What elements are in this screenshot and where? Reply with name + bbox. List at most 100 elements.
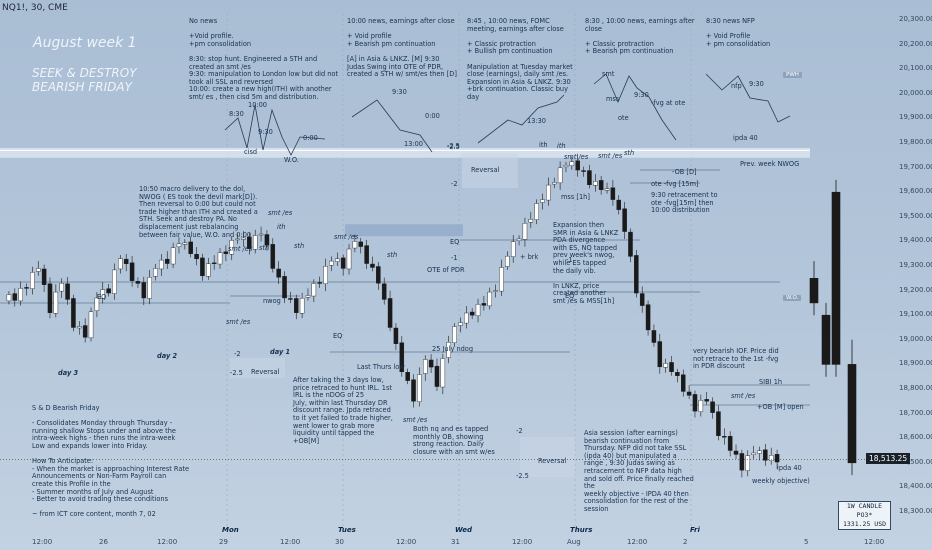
- weekly-body-0: [809, 277, 819, 304]
- time-tick-1: 26: [99, 538, 108, 546]
- sketch-1: [224, 104, 326, 156]
- time-tick-12: 5: [804, 538, 809, 546]
- sketch-label-s1-5: W.O.: [284, 156, 299, 164]
- sketch-label-s5-2: ipda 40: [733, 134, 758, 142]
- price-tick-18: 18,500.00: [899, 457, 932, 466]
- ith-label-1: ith: [277, 223, 286, 231]
- price-tick-4: 19,900.00: [899, 113, 932, 122]
- candle-body-34: [206, 263, 211, 277]
- day-tick-0: Mon: [222, 526, 239, 534]
- eq-label-3: EQ: [565, 292, 575, 300]
- sketch-label-s4-1: mss: [606, 95, 620, 103]
- candle-body-111: [657, 341, 663, 368]
- candle-body-95: [563, 164, 569, 168]
- price-tick-17: 18,600.00: [899, 433, 932, 442]
- candle-body-81: [481, 303, 487, 306]
- candle-body-43: [258, 233, 264, 236]
- candle-body-47: [282, 276, 287, 299]
- current-price-badge: 18,513.25: [866, 453, 911, 464]
- candle-body-21: [129, 262, 135, 281]
- candle-body-8: [53, 291, 59, 314]
- sketch-label-s2-1: 0:00: [425, 112, 440, 120]
- eq-label-1: EQ: [97, 293, 107, 301]
- candle-body-41: [247, 236, 252, 249]
- candle-body-51: [305, 295, 311, 298]
- candle-body-58: [346, 248, 352, 270]
- nwog-label: nwog: [263, 297, 281, 305]
- candle-body-108: [639, 293, 645, 306]
- wo-tag: W.O.: [783, 295, 802, 301]
- candle-body-56: [335, 258, 340, 262]
- price-tick-13: 19,000.00: [899, 334, 932, 343]
- smt-es-label-4: smt /es: [403, 416, 428, 424]
- candle-body-86: [510, 241, 516, 257]
- summary-annotation: S & D Bearish Friday - Consolidates Mond…: [32, 404, 190, 519]
- candle-body-36: [217, 252, 223, 265]
- weekly-candle-range: 1331.25 USD: [842, 520, 887, 528]
- ndog-label: 25 July ndog: [432, 345, 474, 353]
- time-tick-4: 12:00: [280, 538, 301, 546]
- candle-body-80: [475, 304, 481, 316]
- day1-label: day 1: [270, 348, 291, 356]
- candle-body-27: [164, 258, 170, 264]
- candle-body-4: [30, 272, 35, 289]
- candle-body-42: [252, 235, 258, 250]
- profile-title: SEEK & DESTROY: [32, 66, 137, 80]
- candle-body-64: [381, 283, 387, 300]
- after-three-days-annotation: After taking the 3 days low, price retra…: [293, 376, 393, 445]
- candle-body-1: [12, 293, 18, 301]
- sketch-label-s1-3: 0:00: [303, 134, 318, 142]
- candle-body-59: [352, 241, 358, 249]
- candle-body-117: [692, 394, 698, 412]
- candle-body-3: [24, 287, 29, 289]
- reversal-label-3: Reversal: [538, 457, 567, 465]
- time-tick-6: 12:00: [396, 538, 417, 546]
- candle-body-9: [59, 283, 64, 292]
- price-tick-11: 19,200.00: [899, 285, 932, 294]
- candle-body-112: [663, 363, 668, 368]
- ith-label-2: ith: [557, 142, 566, 150]
- candle-body-85: [505, 255, 510, 267]
- candle-body-13: [82, 325, 88, 338]
- time-tick-0: 12:00: [32, 538, 53, 546]
- candle-body-120: [710, 401, 715, 413]
- candle-body-18: [112, 269, 117, 294]
- reversal-box-3: [520, 437, 575, 477]
- candle-body-92: [546, 184, 551, 201]
- candle-body-93: [551, 182, 557, 185]
- candle-body-25: [153, 268, 158, 277]
- candle-body-91: [540, 199, 545, 203]
- price-tick-6: 19,700.00: [899, 162, 932, 171]
- smt-es-label-6: smt /es: [598, 152, 623, 160]
- retracement-annotation: 9:30 retracement to ote -fvg[15m] then 1…: [651, 191, 718, 215]
- friday-note: 8:30 news NFP + Void Profile + pm consol…: [706, 17, 771, 48]
- sketch-label-s2-3: -2.5: [447, 143, 460, 151]
- time-tick-2: 12:00: [157, 538, 178, 546]
- day-tick-4: Fri: [690, 526, 700, 534]
- candle-body-54: [323, 266, 328, 284]
- candle-body-125: [739, 453, 745, 471]
- candle-body-67: [399, 342, 405, 372]
- candle-body-73: [434, 365, 440, 387]
- candle-body-121: [716, 411, 721, 436]
- candle-body-30: [182, 242, 188, 245]
- candle-body-107: [634, 255, 639, 294]
- ob-open-label: +OB [M] open: [757, 403, 804, 411]
- fib-minus2-b: -2: [234, 350, 241, 358]
- weekly-candle-title: 1W CANDLE PO3*: [846, 502, 883, 519]
- sth-label-1: sth: [259, 244, 270, 252]
- candle-body-46: [276, 268, 281, 278]
- candle-body-103: [610, 187, 616, 200]
- candle-body-122: [722, 436, 727, 438]
- mss-1h-label: mss [1h]: [561, 193, 590, 201]
- candle-body-60: [358, 241, 364, 247]
- candle-body-98: [581, 170, 586, 172]
- candle-body-45: [270, 244, 276, 269]
- candle-body-72: [428, 359, 434, 368]
- candle-body-53: [317, 282, 322, 284]
- time-tick-9: Aug: [567, 538, 581, 546]
- ote-pdr-label: OTE of PDR: [427, 266, 465, 274]
- sibi-label: SIBI 1h: [759, 378, 783, 386]
- candle-body-114: [675, 372, 680, 376]
